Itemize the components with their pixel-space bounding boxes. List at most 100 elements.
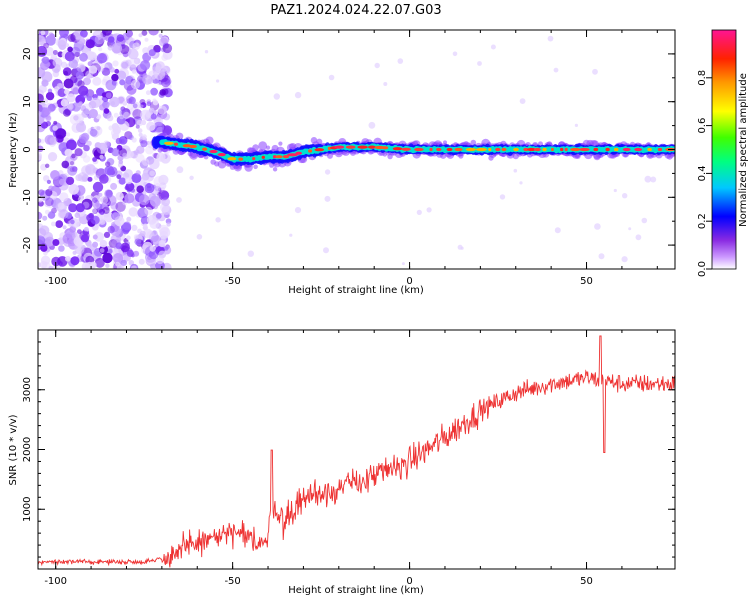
spectrogram-noise-blob (51, 221, 56, 227)
spectrogram-noise-blob (104, 189, 113, 198)
spectrogram-noise-blob (92, 241, 99, 248)
spectrogram-ridge-halo (272, 167, 278, 172)
spectrogram-stray-blob (644, 175, 652, 183)
spectrogram-noise-blob (119, 114, 125, 120)
spectrogram-ridge-peak (368, 145, 376, 149)
spectrogram-noise-blob (45, 197, 57, 209)
spectrogram-ridge-peak (188, 144, 197, 149)
spectrogram-noise-blob (116, 34, 125, 42)
spectrogram-noise-blob (128, 96, 136, 105)
spectrogram-stray-blob (554, 227, 561, 234)
spectrogram-noise-blob (57, 39, 67, 49)
spectrogram-ridge-peak (593, 147, 599, 152)
spectrogram-noise-blob (143, 223, 148, 228)
spectrogram-stray-blob (635, 234, 642, 241)
spectrogram-noise-blob (45, 91, 55, 101)
spectrogram-noise-blob (111, 148, 120, 157)
spectrogram-noise-blob (48, 153, 57, 162)
spectrogram-ridge-peak (446, 147, 453, 152)
spectrogram-noise-blob (63, 109, 71, 117)
spectrogram-noise-blob (38, 138, 42, 144)
spectrogram-noise-blob (141, 244, 151, 255)
spectrogram-ridge-halo (252, 144, 259, 151)
spectrogram-ridge-peak (164, 141, 174, 145)
spectrogram-noise-blob (132, 109, 143, 119)
spectrogram-ridge-halo (265, 145, 271, 150)
spectrogram-noise-blob (58, 245, 65, 252)
spectrogram-noise-blob (44, 199, 52, 208)
spectrogram-noise-blob (52, 50, 58, 55)
spectrogram-noise-blob (81, 262, 91, 269)
spectrogram-stray-blob (553, 67, 559, 73)
spectrogram-noise-blob (92, 157, 97, 162)
spectrogram-noise-blob (136, 185, 144, 193)
spectrogram-stray-blob (513, 168, 518, 173)
spectrogram-noise-blob (149, 219, 160, 229)
spectrogram-stray-blob (216, 79, 220, 83)
spectrogram-noise-blob (79, 64, 85, 71)
spectrogram-noise-blob (79, 52, 88, 62)
spectrogram-ridge-peak (564, 147, 568, 152)
spectrogram-ridge-peak (488, 147, 492, 152)
spectrogram-xtick-label: -50 (224, 276, 240, 287)
spectrogram-noise-blob (75, 122, 87, 133)
spectrogram-noise-blob (112, 253, 124, 264)
spectrogram-noise-blob (148, 49, 156, 57)
spectrogram-noise-blob (164, 246, 169, 251)
spectrogram-noise-blob (86, 242, 92, 248)
spectrogram-noise-blob (78, 85, 89, 96)
spectrogram-ridge-peak (523, 147, 529, 152)
spectrogram-noise-blob (107, 225, 115, 234)
spectrogram-noise-blob (142, 158, 150, 166)
spectrogram-noise-blob (41, 56, 50, 64)
spectrogram-noise-blob (57, 88, 67, 98)
spectrogram-stray-blob (294, 91, 302, 99)
spectrogram-noise-blob (58, 178, 66, 186)
spectrogram-stray-blob (189, 175, 194, 180)
spectrogram-noise-blob (74, 244, 85, 255)
spectrogram-noise-blob (112, 212, 120, 220)
spectrogram-ridge-peak (295, 151, 303, 155)
spectrogram-noise-blob (38, 189, 45, 196)
spectrogram-noise-blob (152, 62, 162, 72)
spectrogram-noise-blob (114, 68, 120, 74)
spectrogram-noise-blob (69, 226, 76, 233)
spectrogram-noise-blob (86, 95, 93, 102)
spectrogram-noise-blob (53, 120, 58, 125)
spectrogram-noise-blob (128, 207, 138, 217)
spectrogram-ridge-peak (475, 147, 487, 152)
spectrogram-noise-blob (128, 58, 139, 68)
spectrogram-stray-blob (247, 250, 254, 257)
colorbar-tick-label: 0.4 (697, 165, 708, 181)
spectrogram-noise-blob (120, 242, 130, 253)
spectrogram-noise-blob (70, 75, 78, 84)
spectrogram-ridge-peak (401, 147, 411, 151)
spectrogram-noise-blob (86, 214, 94, 222)
spectrogram-noise-blob (162, 43, 173, 54)
colorbar-tick-label: 0.6 (697, 118, 708, 134)
spectrogram-noise-blob (105, 79, 117, 91)
spectrogram-noise-blob (101, 78, 109, 86)
spectrogram-stray-blob (374, 62, 380, 69)
spectrogram-stray-blob (273, 93, 280, 100)
spectrogram-noise-blob (45, 163, 50, 168)
spectrogram-noise-blob (155, 213, 162, 219)
spectrogram-noise-blob (38, 111, 42, 117)
spectrogram-noise-blob (139, 230, 146, 237)
spectrogram-noise-blob (85, 164, 97, 176)
spectrogram-noise-blob (126, 150, 134, 159)
spectrogram-ridge-peak (647, 147, 652, 152)
spectrogram-ridge-peak (657, 147, 663, 152)
spectrogram-noise-blob (94, 257, 105, 268)
spectrogram-noise-blob (129, 106, 139, 116)
spectrogram-noise-blob (105, 206, 110, 211)
spectrogram-noise-blob (102, 75, 111, 84)
spectrogram-noise-blob (135, 124, 140, 129)
spectrogram-noise-blob (135, 170, 141, 176)
spectrogram-noise-blob (95, 202, 100, 207)
spectrogram-noise-blob (142, 134, 147, 139)
spectrogram-noise-blob (59, 192, 69, 202)
spectrogram-noise-blob (67, 46, 73, 53)
